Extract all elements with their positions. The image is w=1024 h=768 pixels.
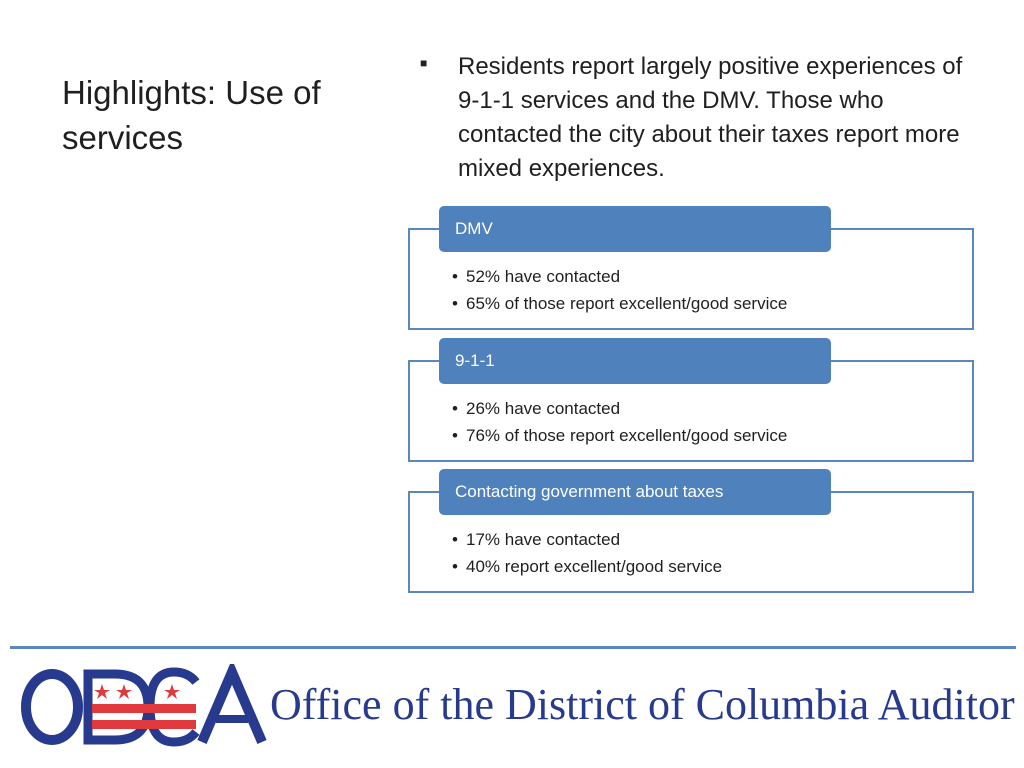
bullet-dot-icon: • xyxy=(452,530,458,549)
bullet-dot-icon: • xyxy=(452,267,458,286)
list-item: • 17% have contacted xyxy=(452,526,952,553)
list-item: • 26% have contacted xyxy=(452,395,952,422)
card-taxes: Contacting government about taxes • 17% h… xyxy=(408,469,974,593)
odca-logo xyxy=(21,664,267,747)
card-header: DMV xyxy=(439,206,831,252)
slide-title: Highlights: Use of services xyxy=(62,74,321,156)
card-header: Contacting government about taxes xyxy=(439,469,831,515)
card-911: 9-1-1 • 26% have contacted • 76% of those … xyxy=(408,338,974,462)
card-list: • 26% have contacted • 76% of those report… xyxy=(452,395,952,449)
bullet-dot-icon: • xyxy=(452,294,458,313)
list-item: • 40% report excellent/good service xyxy=(452,553,952,580)
list-item: • 65% of those report excellent/good serv… xyxy=(452,290,952,317)
bullet-dot-icon: • xyxy=(452,426,458,445)
bullet-dot-icon: • xyxy=(452,557,458,576)
bullet-dot-icon: • xyxy=(452,399,458,418)
square-bullet-icon: ■ xyxy=(420,56,428,70)
footer-divider xyxy=(10,646,1016,649)
intro-text: Residents report largely positive experi… xyxy=(458,53,963,182)
list-item: • 76% of those report excellent/good serv… xyxy=(452,422,952,449)
card-header: 9-1-1 xyxy=(439,338,831,384)
org-name: Office of the District of Columbia Audit… xyxy=(270,680,1015,729)
card-list: • 52% have contacted • 65% of those report… xyxy=(452,263,952,317)
card-list: • 17% have contacted • 40% report excellen… xyxy=(452,526,952,580)
card-dmv: DMV • 52% have contacted • 65% of those re… xyxy=(408,206,974,330)
list-item: • 52% have contacted xyxy=(452,263,952,290)
